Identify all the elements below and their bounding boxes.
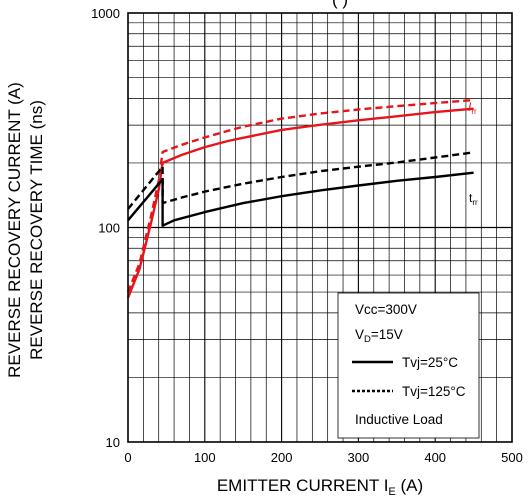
series-line-trr-25c [127,171,474,227]
plot-frame [127,12,513,443]
y-tick-label: 100 [98,221,120,236]
series-label-irr-sub: rr [471,107,477,116]
x-axis-title: EMITTER CURRENT IE (A) [217,476,423,498]
x-tick-label: 0 [124,450,131,465]
legend-condition-vcc: Vcc=300V [355,302,417,317]
series-label-trr: trr [469,191,478,207]
legend-label-125c: Tvj=125°C [402,384,466,399]
series-line-irr-125c [126,98,474,293]
y-tick-label: 10 [106,435,120,450]
series-line-irr-25c [126,107,474,299]
legend-condition-vd: VD=15V [355,327,403,345]
x-axis-title-unit: (A) [396,476,423,495]
y-axis-title-current: REVERSE RECOVERY CURRENT (A) [5,82,24,378]
tick-labels: 0 100 200 300 400 500 10 100 1000 [91,6,523,465]
series-group [126,98,474,299]
legend-vd-sub: D [364,334,371,345]
legend-box [337,292,480,439]
series-label-trr-main: t [469,191,473,205]
series-label-irr-main: I [468,100,472,114]
x-tick-label: 100 [194,450,216,465]
chart-title-fragment: ( ) [332,0,348,9]
x-axis-title-main: EMITTER CURRENT I [217,476,389,495]
series-line-trr-125c [127,151,474,210]
x-tick-label: 400 [424,450,446,465]
legend: Vcc=300V VD=15V Tvj=25°C Tvj=125°C Induc… [337,292,480,439]
legend-note: Inductive Load [355,412,443,427]
legend-label-25c: Tvj=25°C [402,355,458,370]
series-label-trr-sub: rr [472,198,478,207]
legend-vd-rest: =15V [371,327,403,342]
x-tick-label: 500 [501,450,523,465]
x-tick-label: 300 [348,450,370,465]
y-tick-label: 1000 [91,6,120,21]
y-axis-title-time: REVERSE RECOVERY TIME (ns) [27,100,46,360]
legend-vd-main: V [355,327,364,342]
series-label-irr: Irr [468,100,477,116]
x-tick-label: 200 [271,450,293,465]
x-axis-title-sub: E [388,486,395,498]
